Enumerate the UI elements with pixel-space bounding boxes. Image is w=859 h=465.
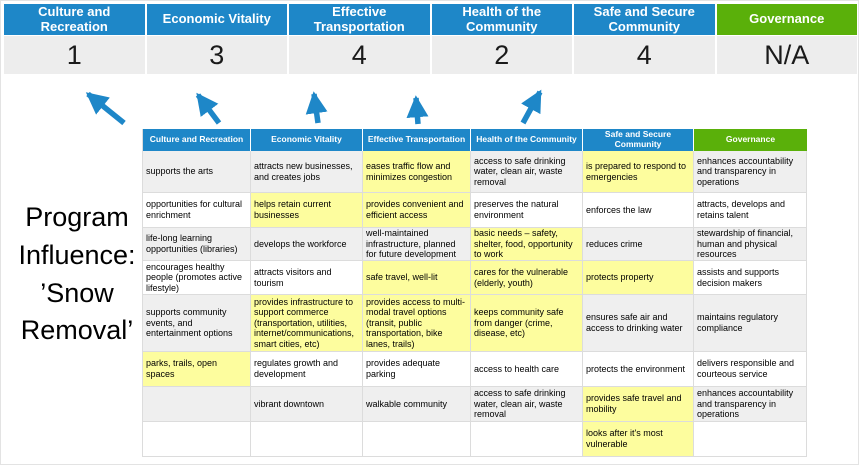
summary-score: 4: [574, 36, 715, 74]
summary-header: Culture and Recreation: [4, 4, 145, 35]
matrix-row: supports community events, and entertain…: [142, 295, 807, 352]
matrix-row: encourages healthy people (promotes acti…: [142, 261, 807, 295]
matrix-cell: provides safe travel and mobility: [583, 387, 694, 422]
program-influence-title: Program Influence: ’Snow Removal’: [18, 202, 136, 346]
matrix-cell: protects the environment: [583, 352, 694, 387]
matrix-cell: walkable community: [363, 387, 471, 422]
matrix-row: life-long learning opportunities (librar…: [142, 228, 807, 261]
matrix-cell: ensures safe air and access to drinking …: [583, 295, 694, 352]
up-left-arrow-icon: [85, 91, 126, 126]
matrix-cell: [142, 422, 251, 457]
summary-column: Effective Transportation 4: [289, 4, 430, 74]
up-arrow-icon: [305, 91, 328, 124]
matrix-cell: access to safe drinking water, clean air…: [471, 151, 583, 193]
matrix-cell: attracts new businesses, and creates job…: [251, 151, 363, 193]
matrix-cell: delivers responsible and courteous servi…: [694, 352, 807, 387]
matrix-cell: encourages healthy people (promotes acti…: [142, 261, 251, 295]
matrix-cell: [142, 387, 251, 422]
matrix-header-cell: Governance: [694, 129, 807, 151]
matrix-cell: is prepared to respond to emergencies: [583, 151, 694, 193]
matrix-cell: reduces crime: [583, 228, 694, 261]
matrix-cell: [694, 422, 807, 457]
summary-header: Health of the Community: [431, 4, 572, 35]
matrix-cell: life-long learning opportunities (librar…: [142, 228, 251, 261]
matrix-header-cell: Effective Transportation: [363, 129, 471, 151]
summary-score: 3: [146, 36, 287, 74]
up-right-arrow-icon: [520, 89, 543, 125]
influence-matrix: Culture and Recreation Economic Vitality E…: [142, 129, 807, 457]
summary-header: Economic Vitality: [146, 4, 287, 35]
summary-score: N/A: [716, 36, 857, 74]
matrix-cell: access to safe drinking water, clean air…: [471, 387, 583, 422]
summary-column: Health of the Community 2: [431, 4, 572, 74]
matrix-row: looks after it's most vulnerable: [142, 422, 807, 457]
matrix-cell: keeps community safe from danger (crime,…: [471, 295, 583, 352]
matrix-cell: maintains regulatory compliance: [694, 295, 807, 352]
matrix-cell: provides access to multi-modal travel op…: [363, 295, 471, 352]
matrix-cell: assists and supports decision makers: [694, 261, 807, 295]
matrix-cell: provides convenient and efficient access: [363, 193, 471, 228]
summary-score: 2: [431, 36, 572, 74]
matrix-cell: attracts, develops and retains talent: [694, 193, 807, 228]
matrix-cell: [251, 422, 363, 457]
matrix-cell: helps retain current businesses: [251, 193, 363, 228]
matrix-cell: protects property: [583, 261, 694, 295]
priority-summary-bar: Culture and Recreation 1 Economic Vitality…: [4, 4, 857, 74]
matrix-cell: opportunities for cultural enrichment: [142, 193, 251, 228]
matrix-cell: regulates growth and development: [251, 352, 363, 387]
matrix-cell: access to health care: [471, 352, 583, 387]
summary-column: Safe and Secure Community 4: [574, 4, 715, 74]
matrix-header-cell: Economic Vitality: [251, 129, 363, 151]
up-left-arrow-icon: [195, 92, 222, 125]
matrix-cell: preserves the natural environment: [471, 193, 583, 228]
matrix-cell: parks, trails, open spaces: [142, 352, 251, 387]
matrix-cell: supports the arts: [142, 151, 251, 193]
matrix-cell: attracts visitors and tourism: [251, 261, 363, 295]
matrix-cell: vibrant downtown: [251, 387, 363, 422]
matrix-cell: provides infrastructure to support comme…: [251, 295, 363, 352]
matrix-header-cell: Culture and Recreation: [142, 129, 251, 151]
influence-arrows: [85, 89, 543, 126]
matrix-row: parks, trails, open spaces regulates grow…: [142, 352, 807, 387]
summary-column: Economic Vitality 3: [146, 4, 287, 74]
matrix-cell: basic needs – safety, shelter, food, opp…: [471, 228, 583, 261]
matrix-cell: cares for the vulnerable (elderly, youth…: [471, 261, 583, 295]
matrix-cell: well-maintained infrastructure, planned …: [363, 228, 471, 261]
matrix-cell: eases traffic flow and minimizes congest…: [363, 151, 471, 193]
matrix-row: opportunities for cultural enrichment hel…: [142, 193, 807, 228]
matrix-cell: enforces the law: [583, 193, 694, 228]
up-arrow-icon: [406, 95, 429, 125]
matrix-cell: [471, 422, 583, 457]
summary-score: 1: [4, 36, 145, 74]
summary-header: Safe and Secure Community: [574, 4, 715, 35]
matrix-cell: enhances accountability and transparency…: [694, 151, 807, 193]
matrix-cell: safe travel, well-lit: [363, 261, 471, 295]
matrix-cell: provides adequate parking: [363, 352, 471, 387]
matrix-row: vibrant downtown walkable community access…: [142, 387, 807, 422]
summary-column: Governance N/A: [716, 4, 857, 74]
matrix-cell: supports community events, and entertain…: [142, 295, 251, 352]
summary-header: Governance: [716, 4, 857, 35]
summary-column: Culture and Recreation 1: [4, 4, 145, 74]
matrix-header-cell: Health of the Community: [471, 129, 583, 151]
matrix-cell: enhances accountability and transparency…: [694, 387, 807, 422]
matrix-header-cell: Safe and Secure Community: [583, 129, 694, 151]
summary-header: Effective Transportation: [289, 4, 430, 35]
matrix-cell: [363, 422, 471, 457]
matrix-header-row: Culture and Recreation Economic Vitality E…: [142, 129, 807, 151]
matrix-cell: stewardship of financial, human and phys…: [694, 228, 807, 261]
summary-score: 4: [289, 36, 430, 74]
matrix-cell: looks after it's most vulnerable: [583, 422, 694, 457]
matrix-cell: develops the workforce: [251, 228, 363, 261]
matrix-row: supports the arts attracts new businesses…: [142, 151, 807, 193]
